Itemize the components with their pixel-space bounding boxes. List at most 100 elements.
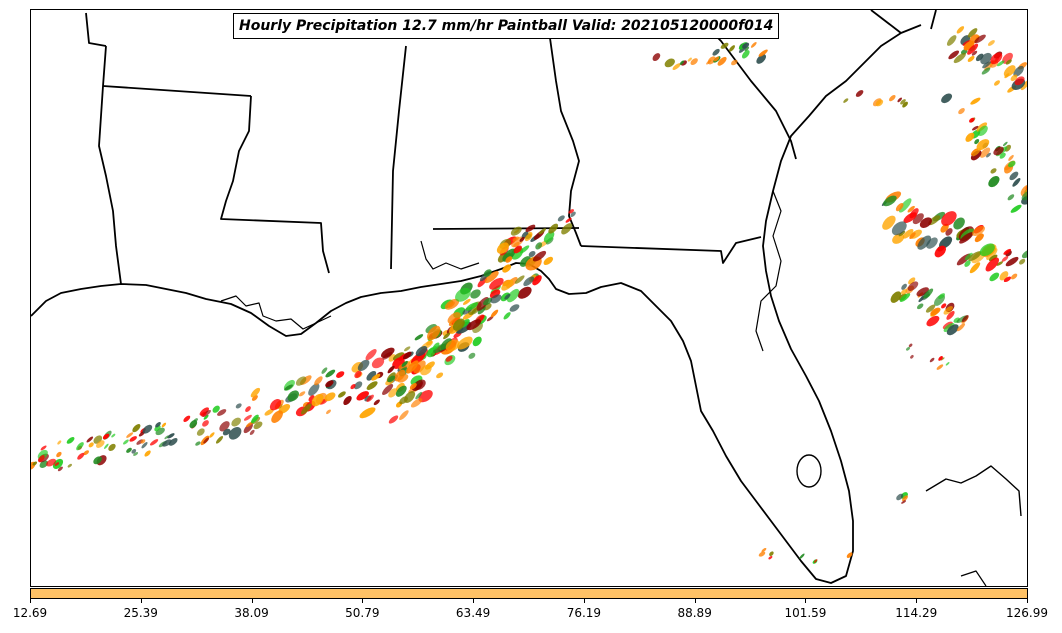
- precip-blob: [917, 235, 932, 250]
- precip-blob: [1002, 141, 1008, 147]
- precip-blob: [672, 63, 681, 71]
- precip-blob: [67, 463, 72, 468]
- precip-blob: [713, 56, 720, 62]
- precip-blob: [993, 146, 1004, 156]
- precip-blob: [490, 309, 499, 318]
- precip-blob: [427, 325, 441, 341]
- precip-blob: [561, 223, 573, 235]
- precip-blob: [298, 391, 306, 397]
- precip-blob: [974, 233, 984, 243]
- precip-blob: [88, 442, 94, 448]
- tennessee-line-east: [930, 10, 937, 30]
- louisiana-delta-marsh: [220, 295, 332, 330]
- precip-blob: [1020, 80, 1027, 91]
- precip-blob: [971, 50, 978, 56]
- precip-blob: [557, 215, 565, 222]
- precip-blob: [712, 48, 720, 56]
- precip-blob: [126, 447, 132, 453]
- precip-blob: [895, 202, 904, 212]
- precip-blob: [457, 336, 473, 350]
- precip-blob: [243, 423, 253, 434]
- precip-blob: [565, 217, 572, 223]
- precip-blob: [57, 466, 63, 472]
- precip-blob: [83, 450, 89, 456]
- precip-blob: [196, 428, 205, 436]
- precip-blob: [987, 40, 995, 46]
- precip-blob: [512, 236, 520, 242]
- precip-blob: [406, 360, 419, 374]
- florida-georgia-line: [580, 236, 762, 264]
- precip-blob: [945, 362, 950, 366]
- precip-blob: [941, 93, 953, 104]
- precip-blob: [382, 383, 394, 396]
- precip-blob: [528, 250, 536, 258]
- colorbar-tick: [1027, 599, 1028, 603]
- precip-blob: [132, 424, 141, 433]
- precip-blob: [953, 52, 966, 64]
- precip-blob: [326, 409, 331, 415]
- precip-blob: [366, 381, 378, 390]
- precip-blob: [410, 398, 423, 408]
- precip-blob: [162, 439, 172, 447]
- precip-blob: [203, 414, 209, 420]
- precip-blob: [354, 370, 362, 379]
- precip-blob: [974, 139, 980, 145]
- precip-blob: [420, 364, 432, 376]
- precip-blob: [1021, 190, 1027, 201]
- precip-blob: [300, 403, 312, 415]
- precip-blob: [912, 213, 924, 225]
- precip-blob: [141, 442, 148, 449]
- florida-keys: [925, 465, 1022, 517]
- precip-blob: [548, 223, 559, 234]
- precip-blob: [343, 395, 352, 406]
- precip-blob: [155, 421, 161, 428]
- precip-blob: [415, 346, 428, 357]
- precip-blob: [251, 414, 259, 424]
- precip-blob: [243, 414, 252, 421]
- precip-blob: [381, 347, 395, 359]
- precip-blob: [799, 553, 805, 559]
- precip-blob: [314, 376, 323, 386]
- precip-blob: [899, 293, 911, 302]
- precip-blob: [1003, 65, 1016, 77]
- precip-blob: [95, 440, 105, 448]
- precip-blob: [543, 256, 554, 265]
- precip-blob: [392, 352, 405, 361]
- precip-blob: [968, 251, 982, 262]
- precip-blob: [814, 559, 818, 563]
- precip-blob: [731, 59, 738, 66]
- state-boundaries: [31, 10, 1022, 586]
- colorbar-tick: [694, 599, 696, 603]
- colorbar-tick: [473, 599, 475, 603]
- precip-blob: [144, 450, 151, 457]
- map-canvas: [31, 10, 1027, 586]
- precip-blob: [245, 406, 251, 413]
- precip-blob: [687, 57, 692, 62]
- precip-blob: [455, 287, 471, 302]
- precip-blob: [436, 372, 444, 379]
- precip-blob: [284, 384, 293, 391]
- precip-blob: [102, 433, 110, 440]
- precip-blob: [373, 399, 380, 406]
- colorbar-tick: [30, 599, 31, 603]
- precip-blob: [1010, 204, 1022, 213]
- precip-blob: [664, 58, 675, 68]
- precip-blob: [898, 230, 906, 237]
- precip-blob: [202, 420, 209, 427]
- precip-blob: [168, 438, 178, 446]
- precip-blob: [846, 552, 853, 558]
- precip-blob: [77, 452, 85, 460]
- precip-blob: [934, 245, 947, 258]
- precip-blob: [902, 495, 908, 502]
- precip-blob: [404, 391, 416, 403]
- precip-blob: [741, 50, 750, 59]
- precip-blob: [889, 94, 896, 102]
- precip-blob: [111, 433, 116, 438]
- precip-blob: [444, 298, 460, 310]
- colorbar-tick: [805, 599, 807, 603]
- colorbar-tick: [140, 599, 142, 603]
- precip-blob: [761, 547, 767, 553]
- precip-blob: [271, 410, 283, 423]
- precip-blob: [443, 332, 451, 340]
- precip-blob: [161, 422, 167, 428]
